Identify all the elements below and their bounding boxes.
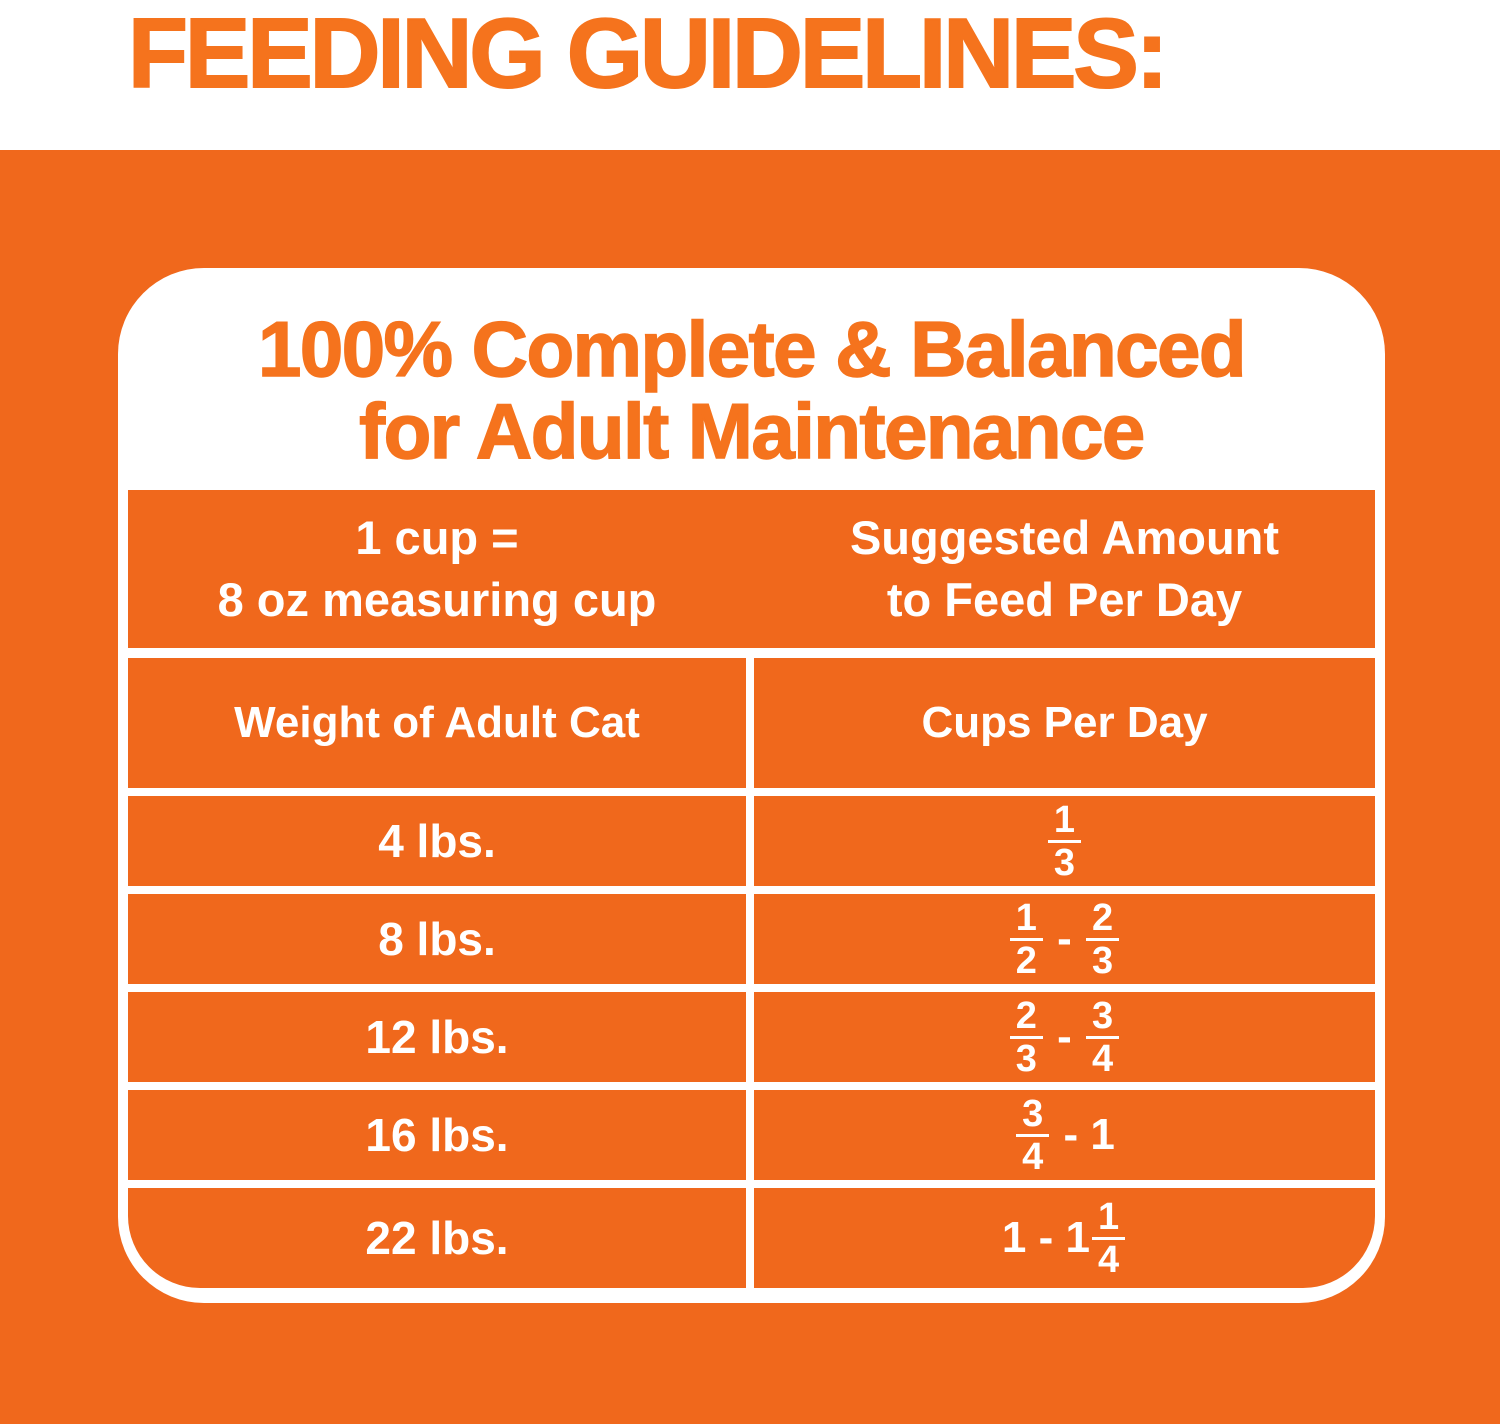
fraction-denominator: 4 bbox=[1022, 1135, 1044, 1178]
fraction-numerator: 3 bbox=[1016, 1095, 1050, 1137]
fraction-denominator: 4 bbox=[1092, 1037, 1114, 1080]
guidelines-card: 100% Complete & Balanced for Adult Maint… bbox=[118, 268, 1385, 1303]
cup-definition-line2: 8 oz measuring cup bbox=[217, 573, 657, 626]
col-header-weight: Weight of Adult Cat bbox=[128, 658, 746, 788]
suggested-amount-header: Suggested Amount to Feed Per Day bbox=[754, 490, 1375, 648]
fraction-denominator: 4 bbox=[1097, 1238, 1120, 1281]
card-title-line1: 100% Complete & Balanced bbox=[257, 305, 1247, 393]
fraction-numerator: 1 bbox=[1047, 801, 1082, 843]
orange-background: 100% Complete & Balanced for Adult Maint… bbox=[0, 150, 1500, 1424]
fraction-numerator: 3 bbox=[1086, 997, 1120, 1039]
cup-definition-line1: 1 cup = bbox=[355, 511, 519, 564]
fraction-denominator: 3 bbox=[1092, 939, 1114, 982]
suggested-amount-line1: Suggested Amount bbox=[849, 511, 1280, 564]
fraction-numerator: 2 bbox=[1009, 997, 1043, 1039]
page-title: FEEDING GUIDELINES: bbox=[127, 0, 1169, 108]
measure-header-band: 1 cup = 8 oz measuring cup Suggested Amo… bbox=[128, 490, 1375, 648]
fraction-denominator: 3 bbox=[1015, 1037, 1037, 1080]
fraction-numerator: 2 bbox=[1086, 899, 1120, 941]
card-title-line2: for Adult Maintenance bbox=[358, 387, 1146, 475]
col-header-cups: Cups Per Day bbox=[754, 658, 1375, 788]
cups-text: - bbox=[1044, 914, 1085, 963]
table-header-row: Weight of Adult Cat Cups Per Day bbox=[128, 658, 1375, 788]
weight-cell: 16 lbs. bbox=[128, 1090, 746, 1180]
fraction-denominator: 3 bbox=[1053, 841, 1076, 884]
top-strip: FEEDING GUIDELINES: bbox=[0, 0, 1500, 150]
weight-cell: 8 lbs. bbox=[128, 894, 746, 984]
card-title: 100% Complete & Balanced for Adult Maint… bbox=[128, 268, 1375, 490]
suggested-amount-line2: to Feed Per Day bbox=[886, 573, 1243, 626]
fraction-denominator: 2 bbox=[1015, 939, 1037, 982]
weight-cell: 12 lbs. bbox=[128, 992, 746, 1082]
cup-definition: 1 cup = 8 oz measuring cup bbox=[128, 490, 746, 648]
weight-cell: 22 lbs. bbox=[128, 1188, 746, 1288]
fraction-numerator: 1 bbox=[1009, 899, 1043, 941]
weight-cell: 4 lbs. bbox=[128, 796, 746, 886]
cups-text: - 1 bbox=[1051, 1110, 1115, 1159]
fraction-numerator: 1 bbox=[1091, 1198, 1126, 1240]
cups-text: - bbox=[1044, 1012, 1085, 1061]
cups-text: 1 - 1 bbox=[1001, 1213, 1090, 1262]
